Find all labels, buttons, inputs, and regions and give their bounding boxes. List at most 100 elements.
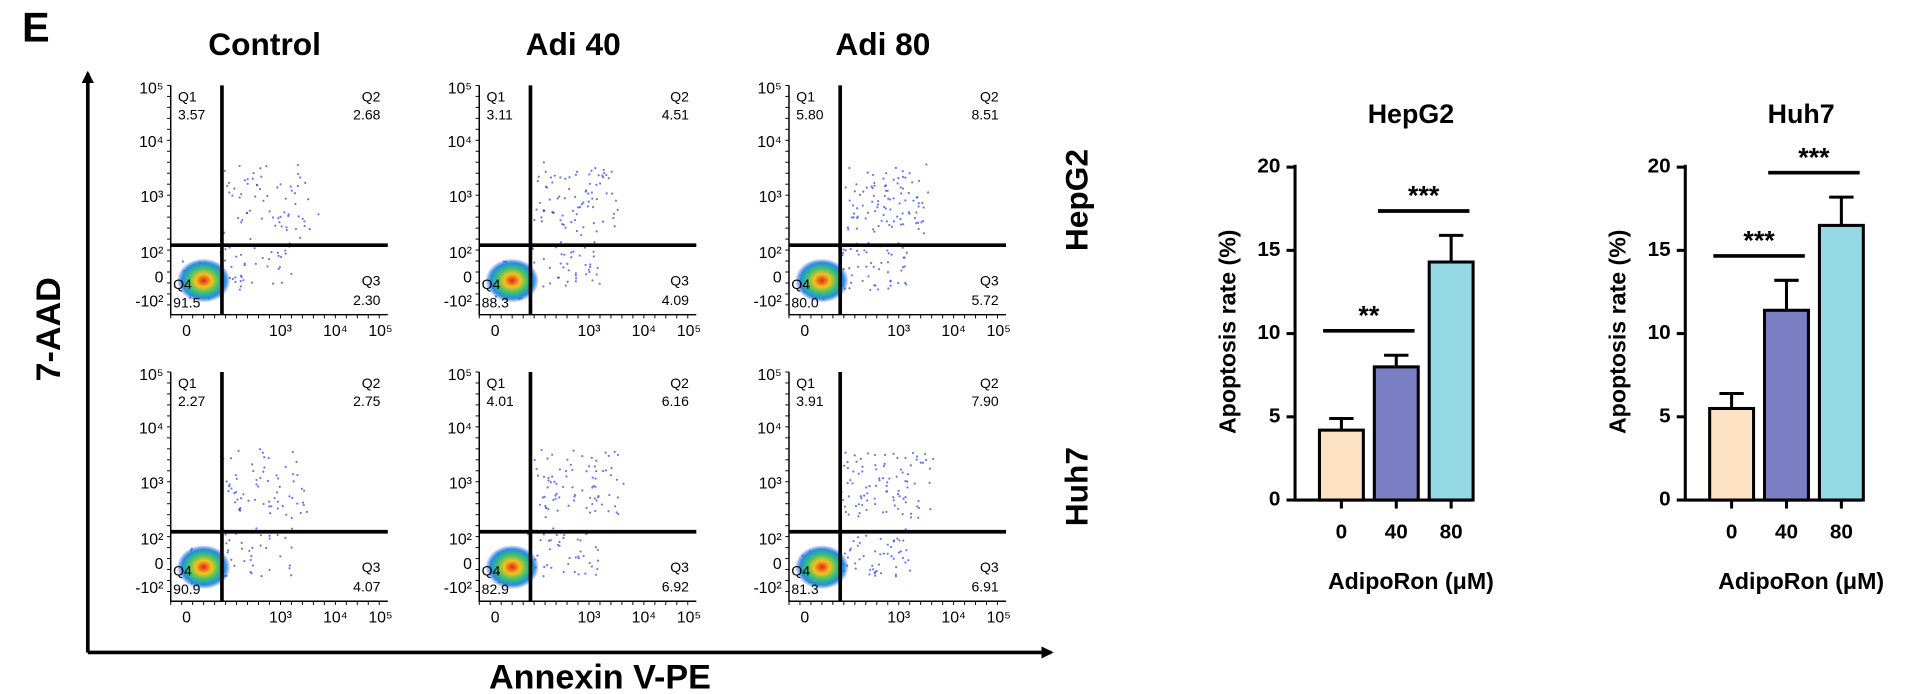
event-dot bbox=[296, 473, 299, 477]
event-dot bbox=[886, 481, 889, 484]
event-dot bbox=[883, 205, 886, 209]
event-dot bbox=[569, 463, 572, 466]
event-dot bbox=[300, 487, 303, 490]
quadrant-name: Q1 bbox=[178, 375, 197, 391]
event-dot bbox=[614, 199, 618, 202]
event-dot bbox=[263, 456, 266, 459]
density-core bbox=[485, 258, 539, 303]
event-dot bbox=[904, 501, 907, 504]
event-dot bbox=[873, 284, 876, 287]
event-dot bbox=[888, 198, 892, 201]
event-dot bbox=[593, 241, 596, 244]
event-dot bbox=[850, 274, 853, 277]
event-dot bbox=[602, 168, 605, 171]
event-dot bbox=[290, 546, 293, 549]
event-dot bbox=[279, 555, 282, 558]
event-dot bbox=[607, 177, 610, 180]
event-dot bbox=[869, 288, 872, 292]
event-dot bbox=[242, 493, 245, 496]
event-dot bbox=[890, 555, 893, 558]
event-dot bbox=[929, 508, 932, 511]
event-dot bbox=[892, 557, 895, 560]
event-dot bbox=[550, 566, 553, 569]
event-dot bbox=[235, 491, 238, 494]
event-dot bbox=[544, 170, 547, 173]
event-dot bbox=[899, 223, 903, 226]
y-tick-label: 10⁴ bbox=[447, 134, 472, 151]
event-dot bbox=[546, 457, 549, 460]
event-dot bbox=[596, 559, 600, 562]
event-dot bbox=[866, 499, 869, 502]
event-dot bbox=[585, 506, 588, 510]
event-dot bbox=[867, 275, 870, 278]
event-dot bbox=[273, 496, 276, 500]
x-tick-label: 10³ bbox=[887, 610, 910, 627]
event-dot bbox=[542, 285, 545, 288]
event-dot bbox=[920, 221, 923, 224]
event-dot bbox=[580, 203, 584, 206]
flow-x-label: Annexin V-PE bbox=[489, 658, 711, 694]
event-dot bbox=[876, 288, 880, 291]
event-dot bbox=[567, 504, 570, 507]
event-dot bbox=[616, 496, 619, 499]
event-dot bbox=[904, 281, 907, 284]
event-dot bbox=[262, 470, 265, 473]
event-dot bbox=[595, 470, 598, 473]
event-dot bbox=[587, 192, 590, 195]
event-dot bbox=[581, 455, 584, 458]
quadrant-name: Q1 bbox=[487, 375, 506, 391]
event-dot bbox=[259, 544, 262, 547]
event-dot bbox=[291, 451, 294, 454]
event-dot bbox=[268, 257, 271, 261]
event-dot bbox=[877, 224, 880, 228]
flow-plot: 10⁵ 10⁴ 10³ 10² 0 -10² 0 10³ 10⁴ 10⁵ Q1 3.57 Q2 2.68 Q… bbox=[135, 80, 392, 340]
event-dot bbox=[562, 223, 565, 226]
event-dot bbox=[302, 503, 305, 507]
event-dot bbox=[228, 539, 231, 542]
column-title: Adi 80 bbox=[835, 26, 930, 62]
event-dot bbox=[563, 533, 566, 537]
event-dot bbox=[278, 485, 281, 488]
event-dot bbox=[876, 203, 880, 206]
flow-plot: 10⁵ 10⁴ 10³ 10² 0 -10² 0 10³ 10⁴ 10⁵ Q1 3.91 Q2 7.90 Q… bbox=[753, 367, 1010, 627]
event-dot bbox=[293, 192, 297, 195]
event-dot bbox=[239, 285, 242, 288]
event-dot bbox=[583, 246, 586, 249]
event-dot bbox=[289, 185, 292, 188]
event-dot bbox=[872, 265, 875, 268]
event-dot bbox=[913, 482, 916, 485]
quadrant-name: Q3 bbox=[670, 559, 689, 575]
quadrant-value: 4.07 bbox=[353, 579, 380, 595]
event-dot bbox=[905, 251, 908, 254]
event-dot bbox=[269, 511, 272, 515]
event-dot bbox=[894, 573, 898, 576]
event-dot bbox=[268, 500, 271, 503]
event-dot bbox=[846, 556, 849, 559]
event-dot bbox=[570, 221, 573, 224]
event-dot bbox=[591, 279, 594, 282]
event-dot bbox=[873, 497, 876, 500]
event-dot bbox=[255, 183, 259, 186]
x-tick-label: 0 bbox=[182, 610, 191, 627]
event-dot bbox=[864, 217, 867, 220]
event-dot bbox=[239, 497, 243, 500]
y-tick-label: 10³ bbox=[141, 475, 164, 492]
event-dot bbox=[896, 492, 900, 496]
event-dot bbox=[850, 216, 853, 219]
event-dot bbox=[281, 504, 284, 508]
event-dot bbox=[270, 505, 273, 508]
event-dot bbox=[872, 568, 875, 571]
event-dot bbox=[577, 557, 580, 560]
event-dot bbox=[855, 249, 859, 253]
event-dot bbox=[553, 174, 556, 177]
event-dot bbox=[276, 186, 279, 189]
y-tick-label: 0 bbox=[463, 269, 472, 286]
event-dot bbox=[571, 468, 574, 472]
event-dot bbox=[913, 216, 917, 220]
event-dot bbox=[601, 174, 604, 177]
event-dot bbox=[883, 453, 887, 457]
event-dot bbox=[533, 458, 536, 462]
event-dot bbox=[250, 555, 253, 558]
event-dot bbox=[602, 470, 605, 473]
y-tick-label: 10⁵ bbox=[448, 80, 472, 97]
